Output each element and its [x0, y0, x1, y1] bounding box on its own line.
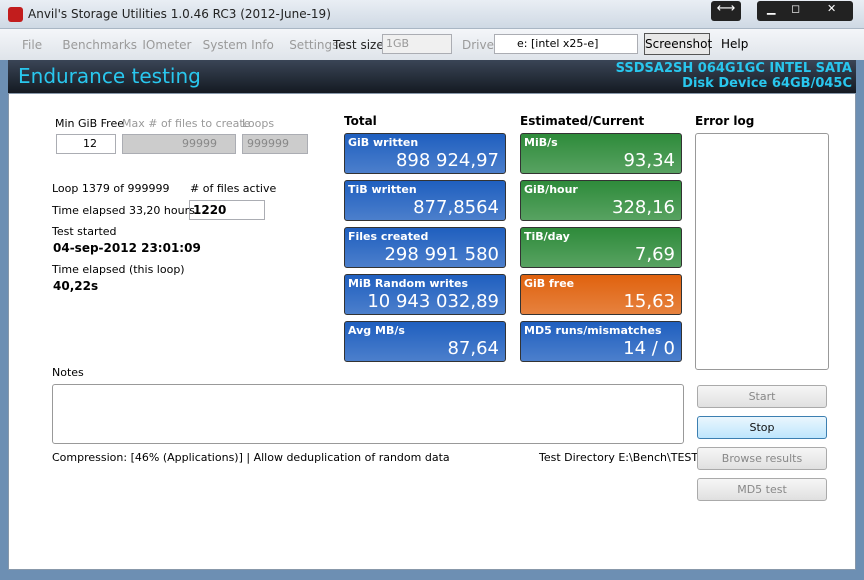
- tile-value: 298 991 580: [384, 244, 499, 265]
- drive-select[interactable]: e: [intel x25-e]: [494, 34, 638, 54]
- notes-box[interactable]: [52, 384, 684, 444]
- current-title: Estimated/Current: [520, 114, 645, 128]
- menu-item[interactable]: IOmeter: [142, 38, 192, 52]
- tile-value: 15,63: [623, 291, 675, 312]
- loop-time-value: 40,22s: [53, 279, 99, 293]
- files-active-value: 1220: [193, 203, 227, 217]
- min-gib-value: 12: [83, 137, 97, 150]
- test-started-value: 04-sep-2012 23:01:09: [53, 241, 201, 255]
- error-log-box: [695, 133, 829, 370]
- test-size-select[interactable]: 1GB: [382, 34, 452, 54]
- max-files-input: 99999: [122, 134, 236, 154]
- time-elapsed: Time elapsed 33,20 hours: [52, 204, 195, 217]
- stat-tile: MiB Random writes 10 943 032,89: [344, 274, 506, 315]
- tile-value: 87,64: [447, 338, 499, 359]
- min-gib-label: Min GiB Free: [55, 117, 124, 130]
- loop-status: Loop 1379 of 999999: [52, 182, 170, 195]
- tile-label: TiB/day: [524, 230, 570, 243]
- tile-value: 877,8564: [413, 197, 499, 218]
- test-directory: Test Directory E:\Bench\TEST: [539, 451, 699, 464]
- test-started-label: Test started: [52, 225, 117, 238]
- device-line2: Disk Device 64GB/045C: [682, 76, 852, 91]
- tile-value: 10 943 032,89: [367, 291, 499, 312]
- device-line1: SSDSA2SH 064G1GC INTEL SATA: [615, 61, 852, 76]
- action-button[interactable]: Start: [697, 385, 827, 408]
- action-button[interactable]: MD5 test: [697, 478, 827, 501]
- test-size-value: 1GB: [386, 37, 410, 50]
- help-menu[interactable]: Help: [721, 37, 749, 51]
- stat-tile: GiB written 898 924,97: [344, 133, 506, 174]
- close-button[interactable]: ✕: [827, 2, 837, 15]
- tile-value: 14 / 0: [623, 338, 675, 359]
- tile-label: GiB free: [524, 277, 575, 290]
- stat-tile: TiB written 877,8564: [344, 180, 506, 221]
- tile-label: TiB written: [348, 183, 417, 196]
- stat-tile: GiB/hour 328,16: [520, 180, 682, 221]
- tile-label: GiB/hour: [524, 183, 578, 196]
- drive-value: e: [intel x25-e]: [517, 37, 599, 50]
- notes-label: Notes: [52, 366, 84, 379]
- minimize-button[interactable]: ▁: [767, 2, 776, 15]
- window-title: Anvil's Storage Utilities 1.0.46 RC3 (20…: [28, 7, 331, 21]
- tile-value: 328,16: [612, 197, 675, 218]
- menu-item[interactable]: System Info: [202, 38, 274, 52]
- tile-label: Files created: [348, 230, 429, 243]
- tile-value: 93,34: [623, 150, 675, 171]
- stat-tile: GiB free 15,63: [520, 274, 682, 315]
- loops-label: Loops: [242, 117, 275, 130]
- min-gib-input[interactable]: 12: [56, 134, 116, 154]
- drive-label: Drive: [462, 38, 494, 52]
- maximize-button[interactable]: ◻: [791, 2, 801, 15]
- stat-tile: MD5 runs/mismatches 14 / 0: [520, 321, 682, 362]
- tile-value: 898 924,97: [395, 150, 499, 171]
- compression-info: Compression: [46% (Applications)] | Allo…: [52, 451, 450, 464]
- title-bar: Anvil's Storage Utilities 1.0.46 RC3 (20…: [0, 0, 864, 29]
- resize-button[interactable]: ⟷: [711, 1, 741, 21]
- window-controls: ▁ ◻ ✕: [757, 1, 853, 21]
- tile-label: MD5 runs/mismatches: [524, 324, 662, 337]
- tile-label: MiB/s: [524, 136, 558, 149]
- menu-item[interactable]: Settings: [289, 38, 339, 52]
- total-title: Total: [344, 114, 377, 128]
- header-title: Endurance testing: [18, 64, 201, 88]
- tile-label: Avg MB/s: [348, 324, 405, 337]
- action-button[interactable]: Browse results: [697, 447, 827, 470]
- stat-tile: Avg MB/s 87,64: [344, 321, 506, 362]
- loop-time-label: Time elapsed (this loop): [52, 263, 185, 276]
- stat-tile: TiB/day 7,69: [520, 227, 682, 268]
- menu-bar: File Benchmarks IOmeter System Info Settings…: [0, 29, 864, 60]
- tile-label: MiB Random writes: [348, 277, 469, 290]
- menu-item[interactable]: File: [22, 38, 43, 52]
- files-active-label: # of files active: [190, 182, 277, 195]
- menu-item[interactable]: Benchmarks: [62, 38, 137, 52]
- max-files-value: 99999: [182, 137, 217, 150]
- stat-tile: Files created 298 991 580: [344, 227, 506, 268]
- loops-input: 999999: [242, 134, 308, 154]
- app-icon: [8, 7, 23, 22]
- screenshot-button[interactable]: Screenshot: [644, 33, 712, 55]
- loops-value: 999999: [247, 137, 289, 150]
- stat-tile: MiB/s 93,34: [520, 133, 682, 174]
- files-active-field: 1220: [189, 200, 265, 220]
- test-size-label: Test size: [333, 38, 384, 52]
- tile-label: GiB written: [348, 136, 419, 149]
- max-files-label: Max # of files to create: [122, 117, 251, 130]
- tile-value: 7,69: [634, 244, 675, 265]
- header-bar: Endurance testing SSDSA2SH 064G1GC INTEL…: [8, 60, 856, 93]
- action-button[interactable]: Stop: [697, 416, 827, 439]
- error-log-title: Error log: [695, 114, 755, 128]
